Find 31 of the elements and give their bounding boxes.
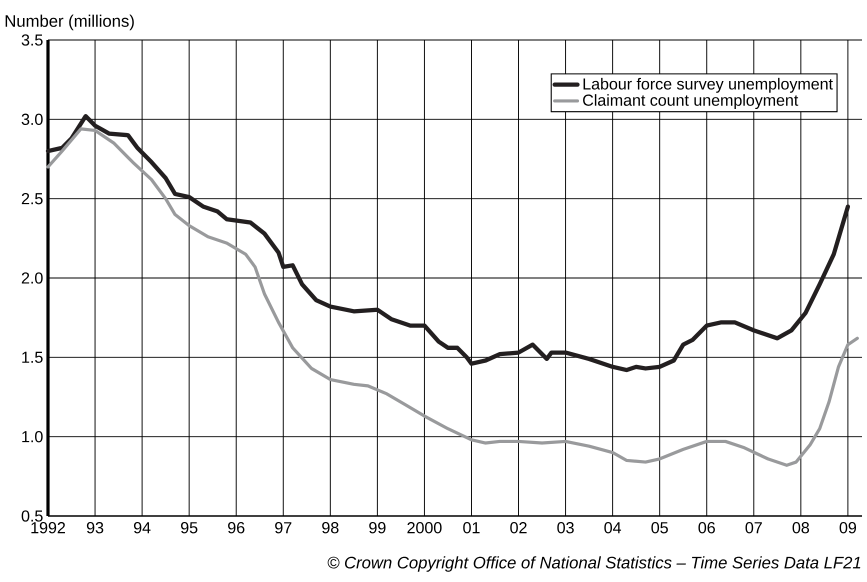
x-tick-label: 04 — [604, 522, 622, 534]
line-series — [46, 127, 859, 467]
x-tick-label: 93 — [86, 522, 104, 534]
x-tick-label: 06 — [698, 522, 715, 534]
y-tick-label: 0.5 — [22, 510, 43, 522]
y-tick-label: 3.0 — [22, 114, 43, 125]
x-tick-label: 97 — [275, 522, 292, 534]
x-tick-label: 05 — [651, 522, 668, 534]
legend-label: Labour force survey unemployment — [584, 78, 833, 93]
legend-label: Claimant count unemployment — [583, 94, 798, 110]
y-tick-label: 2.0 — [22, 272, 43, 284]
x-tick-label: 03 — [557, 522, 574, 534]
x-tick-label: 02 — [510, 522, 527, 534]
y-tick-label: 2.5 — [22, 193, 43, 204]
x-tick-label: 96 — [228, 522, 244, 534]
x-tick-label: 09 — [840, 522, 856, 534]
x-tick-label: 2000 — [407, 522, 442, 534]
y-tick-label: 1.0 — [22, 431, 43, 442]
x-tick-label: 08 — [792, 522, 810, 534]
line-series — [46, 114, 850, 372]
x-tick-label: 1992 — [31, 522, 65, 534]
x-tick-label: 98 — [322, 522, 339, 534]
y-axis-title: Number (millions) — [6, 14, 134, 30]
x-tick-label: 07 — [746, 522, 762, 534]
x-tick-label: 94 — [134, 522, 151, 534]
text: © Crown Copyright Office of National Statistics – Time Series Data LF21 — [328, 556, 860, 572]
y-tick-label: 1.5 — [22, 352, 43, 363]
y-tick-label: 3.5 — [22, 34, 43, 46]
x-tick-label: 95 — [181, 522, 198, 534]
x-tick-label: 99 — [369, 522, 386, 534]
x-tick-label: 01 — [463, 522, 480, 534]
